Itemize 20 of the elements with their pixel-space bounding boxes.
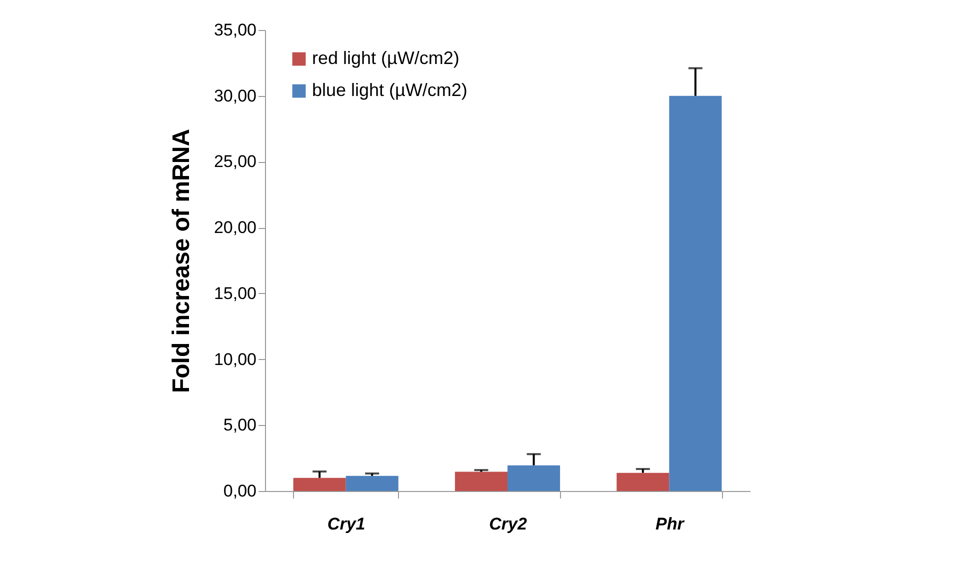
x-tick-label: Cry2 (489, 514, 528, 534)
y-tick-label: 20,00 (214, 218, 256, 238)
y-tick-label: 35,00 (214, 20, 256, 40)
y-tick-label: 30,00 (214, 86, 256, 106)
legend-label: blue light (µW/cm2) (312, 80, 468, 100)
bar (669, 96, 722, 491)
x-tick-label: Phr (655, 514, 686, 534)
y-tick-label: 15,00 (214, 284, 256, 303)
legend-label: red light (µW/cm2) (312, 48, 460, 68)
bar (508, 465, 560, 491)
y-tick-label: 5,00 (223, 416, 256, 435)
y-tick-label: 25,00 (214, 152, 256, 172)
bar (454, 472, 508, 491)
y-axis-title: Fold increase of mRNA (168, 128, 195, 394)
x-tick-label: Cry1 (327, 514, 366, 534)
y-tick-label: 10,00 (214, 350, 256, 369)
bar (346, 476, 398, 491)
bar (616, 472, 670, 491)
y-tick-label: 0,00 (223, 482, 256, 500)
bar (293, 478, 346, 491)
